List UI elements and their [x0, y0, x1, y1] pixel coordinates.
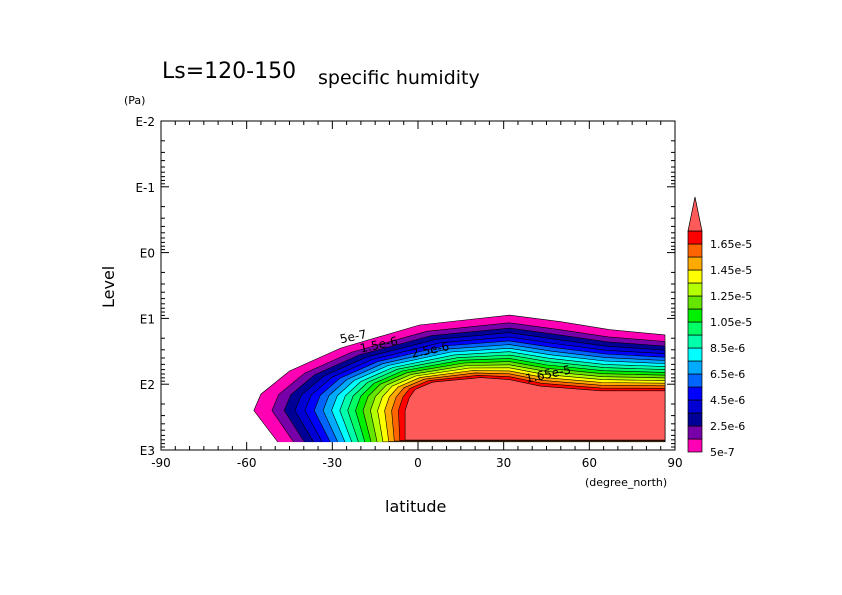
colorbar-extend-triangle [687, 196, 703, 232]
colorbar-label: 1.25e-5 [710, 290, 752, 303]
colorbar-swatch [687, 438, 703, 453]
colorbar-label: 1.45e-5 [710, 264, 752, 277]
chart-title: Ls=120-150 [162, 59, 296, 84]
colorbar-swatch [687, 256, 703, 271]
colorbar-label: 1.05e-5 [710, 316, 752, 329]
y-axis-label: Level [99, 266, 118, 308]
colorbar-label: 1.65e-5 [710, 238, 752, 251]
colorbar-label: 4.5e-6 [710, 394, 745, 407]
colorbar-swatch [687, 373, 703, 388]
contour-band [404, 377, 666, 441]
colorbar-label: 5e-7 [710, 446, 735, 459]
x-tick-label: 0 [414, 456, 422, 470]
colorbar-swatch [687, 243, 703, 258]
y-tick-label: E-2 [135, 115, 155, 129]
colorbar-swatch [687, 347, 703, 362]
x-axis: -90 -60 -30 0 30 60 90 [151, 121, 683, 470]
y-tick-label: E-1 [135, 181, 155, 195]
y-tick-label: E2 [140, 378, 155, 392]
y-tick-label: E0 [140, 247, 155, 261]
colorbar-swatch [687, 425, 703, 440]
x-units: (degree_north) [585, 476, 667, 489]
x-tick-label: 60 [582, 456, 597, 470]
y-units: (Pa) [124, 94, 145, 107]
x-axis-label: latitude [385, 497, 446, 516]
colorbar-swatch [687, 295, 703, 310]
colorbar-label: 2.5e-6 [710, 420, 745, 433]
x-tick-label: -90 [151, 456, 171, 470]
chart-subtitle: specific humidity [318, 67, 480, 89]
x-tick-label: -30 [323, 456, 343, 470]
colorbar-swatch [687, 321, 703, 336]
colorbar-swatch [687, 269, 703, 284]
colorbar-swatch [687, 282, 703, 297]
contour-label: 5e-7 [339, 327, 368, 346]
colorbar: 1.65e-5 1.45e-5 1.25e-5 1.05e-5 8.5e-6 6.5e-6… [687, 196, 752, 459]
colorbar-swatch [687, 412, 703, 427]
y-axis: E-2 E-1 E0 E1 E2 E3 [135, 115, 675, 458]
colorbar-swatch [687, 308, 703, 323]
colorbar-swatch [687, 334, 703, 349]
x-tick-label: -60 [237, 456, 257, 470]
x-tick-label: 90 [667, 456, 682, 470]
colorbar-swatch [687, 360, 703, 375]
y-tick-label: E1 [140, 312, 155, 326]
x-tick-label: 30 [496, 456, 511, 470]
y-tick-label: E3 [140, 444, 155, 458]
contour-bands [162, 314, 674, 451]
colorbar-label: 6.5e-6 [710, 368, 745, 381]
colorbar-swatch [687, 230, 703, 245]
colorbar-label: 8.5e-6 [710, 342, 745, 355]
colorbar-swatch [687, 399, 703, 414]
colorbar-swatch [687, 386, 703, 401]
